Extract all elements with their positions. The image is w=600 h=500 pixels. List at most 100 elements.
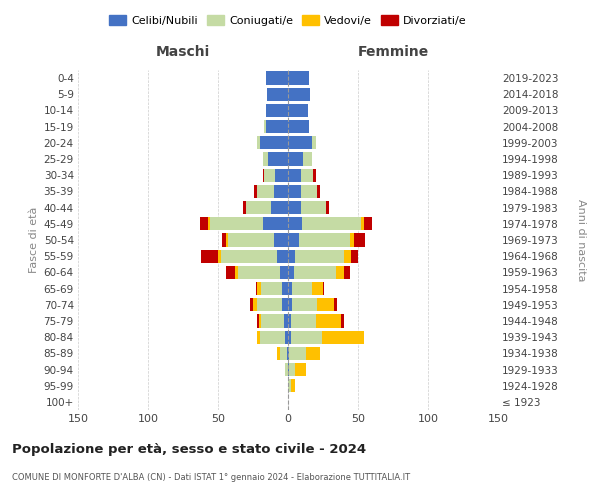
Bar — [364, 217, 372, 230]
Bar — [291, 314, 316, 328]
Bar — [335, 266, 344, 279]
Bar — [283, 298, 288, 312]
Bar — [288, 120, 309, 134]
Bar — [301, 201, 326, 214]
Bar — [288, 266, 293, 279]
Bar — [285, 363, 288, 376]
Bar — [275, 168, 288, 182]
Bar — [257, 314, 259, 328]
Bar — [266, 72, 288, 85]
Bar — [226, 234, 228, 246]
Bar — [259, 314, 262, 328]
Bar — [257, 330, 260, 344]
Bar — [209, 217, 263, 230]
Bar — [317, 298, 334, 312]
Bar — [222, 234, 226, 246]
Bar — [264, 168, 275, 182]
Bar — [254, 185, 257, 198]
Bar — [246, 201, 271, 214]
Bar — [288, 330, 291, 344]
Bar — [288, 201, 301, 214]
Bar — [351, 250, 358, 263]
Bar — [299, 234, 350, 246]
Bar — [350, 234, 354, 246]
Bar — [262, 282, 283, 295]
Bar — [288, 250, 295, 263]
Bar — [263, 168, 264, 182]
Bar — [361, 217, 364, 230]
Bar — [288, 185, 301, 198]
Bar — [288, 88, 310, 101]
Bar — [277, 250, 288, 263]
Bar — [257, 185, 274, 198]
Bar — [288, 346, 289, 360]
Bar — [316, 314, 341, 328]
Bar — [326, 201, 329, 214]
Bar — [292, 282, 312, 295]
Bar — [288, 234, 299, 246]
Bar — [341, 314, 344, 328]
Bar — [288, 72, 309, 85]
Bar — [301, 185, 317, 198]
Bar — [288, 152, 304, 166]
Bar — [268, 152, 288, 166]
Legend: Celibi/Nubili, Coniugati/e, Vedovi/e, Divorziati/e: Celibi/Nubili, Coniugati/e, Vedovi/e, Di… — [105, 10, 471, 30]
Bar — [283, 282, 288, 295]
Y-axis label: Fasce di età: Fasce di età — [29, 207, 40, 273]
Bar — [288, 379, 291, 392]
Bar — [271, 201, 288, 214]
Bar — [264, 120, 266, 134]
Bar — [250, 298, 253, 312]
Bar — [243, 201, 246, 214]
Text: Maschi: Maschi — [156, 44, 210, 59]
Bar — [288, 168, 301, 182]
Bar — [313, 168, 316, 182]
Bar — [288, 314, 291, 328]
Text: Popolazione per età, sesso e stato civile - 2024: Popolazione per età, sesso e stato civil… — [12, 442, 366, 456]
Bar — [218, 250, 221, 263]
Bar — [274, 185, 288, 198]
Bar — [288, 104, 308, 117]
Bar — [292, 298, 317, 312]
Bar — [291, 330, 322, 344]
Bar — [334, 298, 337, 312]
Bar — [257, 298, 283, 312]
Bar — [201, 250, 218, 263]
Bar — [263, 217, 288, 230]
Bar — [304, 152, 312, 166]
Bar — [344, 250, 351, 263]
Bar — [295, 250, 344, 263]
Bar — [256, 282, 257, 295]
Bar — [354, 234, 365, 246]
Bar — [301, 168, 313, 182]
Bar — [235, 266, 238, 279]
Bar — [263, 152, 268, 166]
Bar — [289, 346, 306, 360]
Bar — [288, 363, 289, 376]
Bar — [208, 217, 209, 230]
Bar — [228, 234, 274, 246]
Bar — [266, 120, 288, 134]
Bar — [280, 266, 288, 279]
Bar — [226, 266, 235, 279]
Bar — [257, 282, 262, 295]
Bar — [288, 298, 292, 312]
Bar — [274, 234, 288, 246]
Bar — [200, 217, 208, 230]
Bar — [287, 346, 288, 360]
Bar — [295, 363, 306, 376]
Bar — [322, 330, 364, 344]
Y-axis label: Anni di nascita: Anni di nascita — [575, 198, 586, 281]
Bar — [344, 266, 350, 279]
Bar — [260, 136, 288, 149]
Bar — [238, 266, 280, 279]
Bar — [323, 282, 325, 295]
Bar — [257, 136, 260, 149]
Bar — [302, 217, 361, 230]
Bar — [277, 346, 280, 360]
Bar — [284, 314, 288, 328]
Bar — [221, 250, 277, 263]
Bar — [288, 217, 302, 230]
Bar — [293, 266, 335, 279]
Text: Femmine: Femmine — [358, 44, 428, 59]
